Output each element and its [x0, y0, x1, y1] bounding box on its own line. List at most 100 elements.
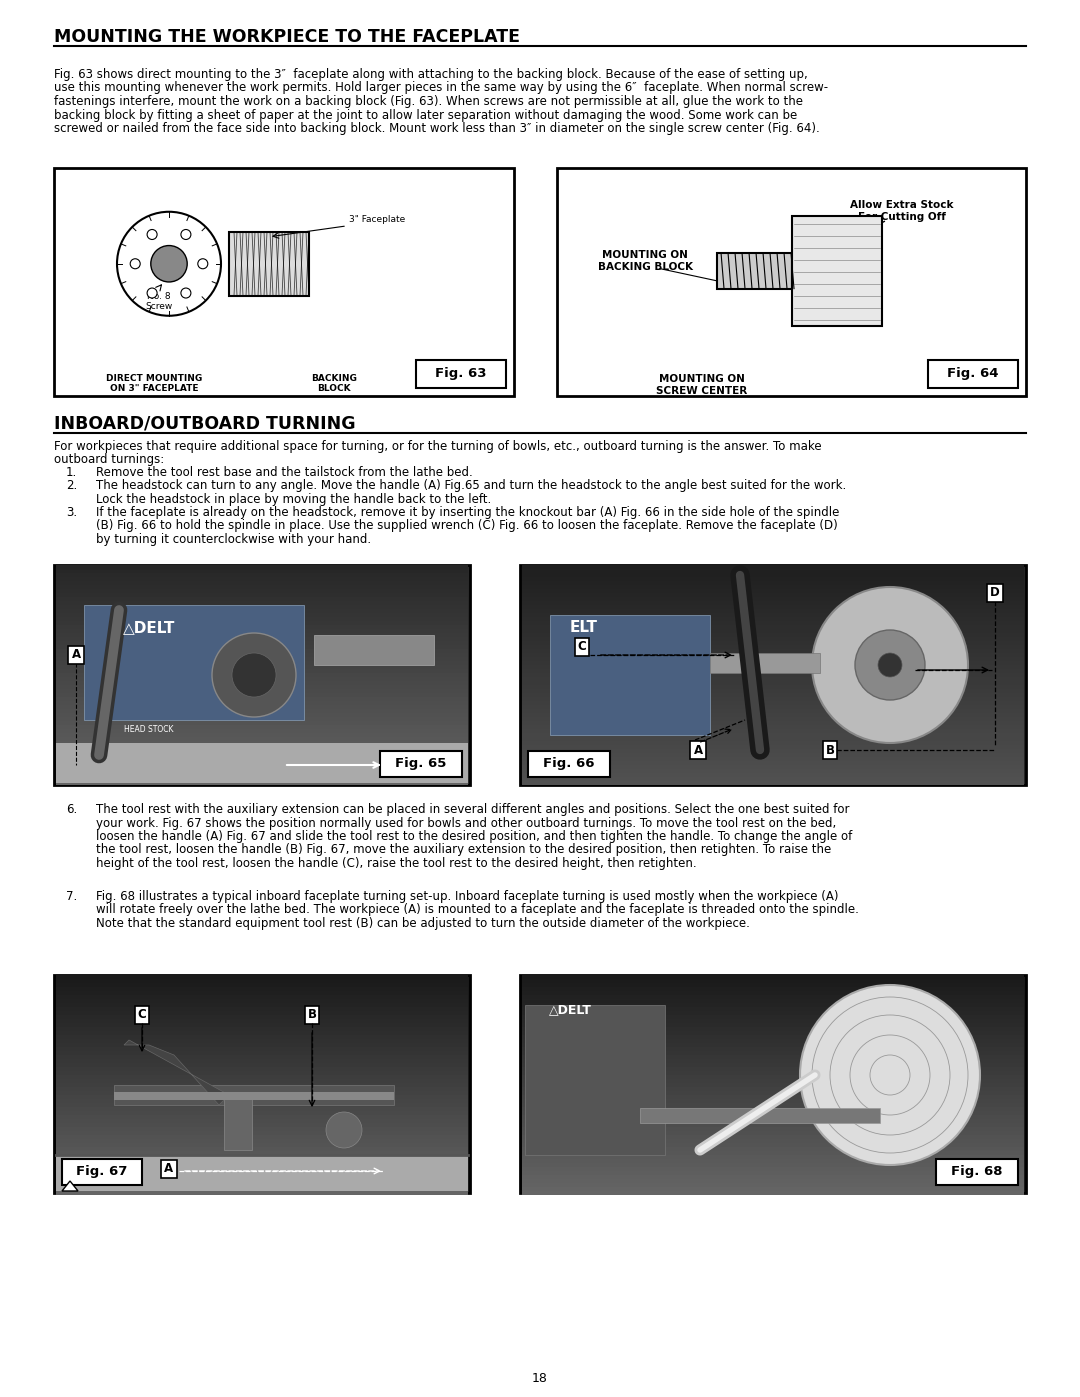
- Bar: [522, 617, 1024, 622]
- Text: 3" Faceplate: 3" Faceplate: [349, 215, 405, 224]
- Bar: [519, 975, 1026, 1193]
- Circle shape: [878, 652, 902, 678]
- Text: 2.: 2.: [66, 479, 78, 492]
- Bar: [56, 988, 468, 990]
- Bar: [56, 768, 468, 773]
- Text: Fig. 64: Fig. 64: [947, 367, 999, 380]
- Bar: [522, 712, 1024, 717]
- Bar: [522, 1139, 1024, 1143]
- Bar: [56, 633, 468, 637]
- Text: Remove the tool rest base and the tailstock from the lathe bed.: Remove the tool rest base and the tailst…: [96, 467, 473, 479]
- Bar: [56, 637, 468, 641]
- Text: C: C: [578, 640, 586, 654]
- Bar: [56, 983, 468, 988]
- Bar: [56, 1083, 468, 1087]
- Bar: [522, 1011, 1024, 1016]
- Bar: [56, 781, 468, 785]
- Bar: [56, 564, 468, 569]
- Bar: [522, 1147, 1024, 1151]
- Polygon shape: [124, 1039, 229, 1105]
- Bar: [522, 733, 1024, 738]
- Bar: [56, 585, 468, 590]
- Bar: [56, 1067, 468, 1071]
- Bar: [56, 665, 468, 669]
- Text: DIRECT MOUNTING
ON 3" FACEPLATE: DIRECT MOUNTING ON 3" FACEPLATE: [106, 374, 202, 394]
- Bar: [522, 1123, 1024, 1127]
- Bar: [522, 777, 1024, 781]
- Bar: [522, 1132, 1024, 1134]
- Bar: [56, 749, 468, 753]
- Bar: [522, 1018, 1024, 1023]
- Bar: [56, 1003, 468, 1007]
- Bar: [56, 689, 468, 693]
- Bar: [522, 1023, 1024, 1027]
- Text: Fig. 66: Fig. 66: [543, 757, 595, 771]
- Bar: [56, 652, 468, 657]
- Text: Fig. 67: Fig. 67: [77, 1165, 127, 1179]
- Bar: [522, 1027, 1024, 1031]
- Text: backing block by fitting a sheet of paper at the joint to allow later separation: backing block by fitting a sheet of pape…: [54, 109, 797, 122]
- Bar: [522, 673, 1024, 678]
- Bar: [56, 753, 468, 757]
- Bar: [522, 1016, 1024, 1018]
- Bar: [56, 1139, 468, 1143]
- Text: No. 8
Screw: No. 8 Screw: [146, 292, 173, 312]
- Bar: [522, 1055, 1024, 1059]
- Bar: [522, 738, 1024, 740]
- Bar: [56, 1076, 468, 1078]
- Bar: [56, 979, 468, 983]
- Text: MOUNTING ON
BACKING BLOCK: MOUNTING ON BACKING BLOCK: [597, 250, 692, 271]
- Text: A: A: [164, 1162, 174, 1175]
- Bar: [522, 657, 1024, 661]
- Circle shape: [326, 1112, 362, 1148]
- Bar: [56, 1171, 468, 1175]
- Bar: [522, 721, 1024, 725]
- Bar: [522, 605, 1024, 609]
- Text: A: A: [71, 648, 81, 662]
- Bar: [56, 1115, 468, 1119]
- Bar: [56, 975, 468, 979]
- Bar: [56, 657, 468, 661]
- Text: 7.: 7.: [66, 890, 78, 902]
- Bar: [56, 1106, 468, 1111]
- Bar: [522, 729, 1024, 733]
- Bar: [522, 988, 1024, 990]
- Bar: [519, 564, 1026, 785]
- Bar: [522, 1007, 1024, 1011]
- Bar: [56, 1160, 468, 1162]
- Bar: [56, 1123, 468, 1127]
- Bar: [522, 622, 1024, 624]
- Bar: [56, 777, 468, 781]
- Text: (B) Fig. 66 to hold the spindle in place. Use the supplied wrench (C) Fig. 66 to: (B) Fig. 66 to hold the spindle in place…: [96, 520, 838, 532]
- Text: For workpieces that require additional space for turning, or for the turning of : For workpieces that require additional s…: [54, 440, 822, 453]
- Bar: [56, 592, 468, 597]
- Bar: [522, 581, 1024, 585]
- Bar: [522, 577, 1024, 581]
- Text: The headstock can turn to any angle. Move the handle (A) Fig.65 and turn the hea: The headstock can turn to any angle. Mov…: [96, 479, 847, 492]
- Text: Fig. 65: Fig. 65: [395, 757, 447, 771]
- Bar: [522, 768, 1024, 773]
- Bar: [522, 710, 1024, 712]
- Text: outboard turnings:: outboard turnings:: [54, 454, 164, 467]
- Bar: [56, 1143, 468, 1147]
- Bar: [56, 601, 468, 605]
- Bar: [522, 1035, 1024, 1039]
- Bar: [56, 629, 468, 633]
- Bar: [522, 601, 1024, 605]
- Text: B: B: [825, 743, 835, 757]
- Bar: [522, 1183, 1024, 1187]
- Bar: [522, 1111, 1024, 1115]
- Bar: [522, 1039, 1024, 1044]
- Circle shape: [131, 258, 140, 268]
- Bar: [56, 1147, 468, 1151]
- Bar: [522, 645, 1024, 650]
- Text: Allow Extra Stock
For Cutting Off: Allow Extra Stock For Cutting Off: [850, 200, 954, 222]
- Bar: [522, 592, 1024, 597]
- Bar: [792, 215, 882, 326]
- Bar: [522, 701, 1024, 705]
- Bar: [525, 1004, 665, 1155]
- Bar: [522, 761, 1024, 766]
- Text: △DELT: △DELT: [549, 1003, 592, 1016]
- Bar: [56, 1016, 468, 1018]
- Bar: [522, 689, 1024, 693]
